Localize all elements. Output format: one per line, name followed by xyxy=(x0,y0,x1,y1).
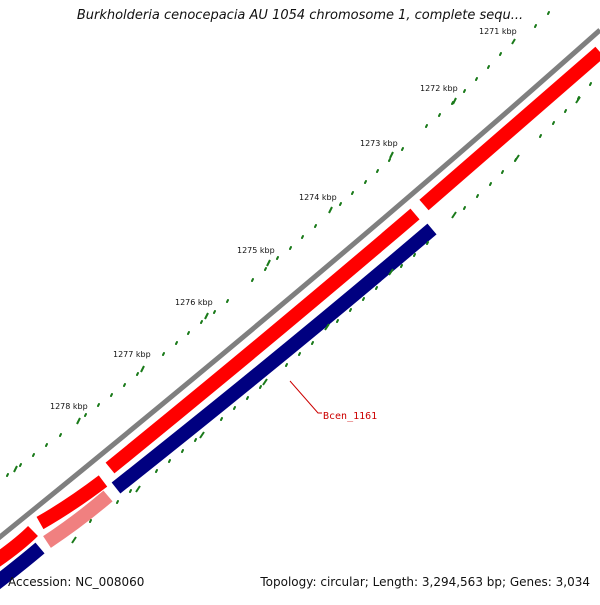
tick-label: 1276 kbp xyxy=(175,298,213,307)
accession-text: Accession: NC_008060 xyxy=(8,575,145,589)
tick-major xyxy=(451,211,457,219)
tick-major xyxy=(389,151,394,159)
genome-summary-text: Topology: circular; Length: 3,294,563 bp… xyxy=(260,575,590,589)
tick-major xyxy=(199,431,205,439)
outer-major-ticks xyxy=(13,38,516,473)
tick-major xyxy=(140,365,145,373)
tick-label: 1273 kbp xyxy=(360,139,398,148)
gene-plus[interactable] xyxy=(105,208,420,474)
tick-labels: 1271 kbp 1272 kbp 1273 kbp 1274 kbp 1275… xyxy=(50,27,517,411)
tick-label: 1278 kbp xyxy=(50,402,88,411)
tick-major xyxy=(575,96,581,104)
tick-label: 1277 kbp xyxy=(113,350,151,359)
minus-strand-track xyxy=(0,223,437,590)
plus-strand-track xyxy=(0,46,600,567)
tick-label: 1271 kbp xyxy=(479,27,517,36)
gene-label-leader xyxy=(289,380,322,414)
tick-major xyxy=(514,154,520,162)
tick-major xyxy=(324,323,330,331)
tick-label: 1275 kbp xyxy=(237,246,275,255)
gene-minus-selected[interactable] xyxy=(43,490,113,548)
tick-major xyxy=(262,378,268,386)
tick-major xyxy=(511,38,516,45)
gene-plus[interactable] xyxy=(419,46,600,211)
outer-tick-marks xyxy=(6,11,550,477)
gene-plus[interactable] xyxy=(0,525,38,567)
tick-major xyxy=(71,536,77,544)
tick-major xyxy=(13,465,18,473)
tick-major xyxy=(135,485,141,493)
tick-label: 1272 kbp xyxy=(420,84,458,93)
tick-label: 1274 kbp xyxy=(299,193,337,202)
gene-plus[interactable] xyxy=(36,475,108,530)
tick-major xyxy=(388,268,394,276)
gene-label-bcen-1161[interactable]: Bcen_1161 xyxy=(323,411,377,422)
tick-major xyxy=(452,97,457,105)
gene-minus[interactable] xyxy=(111,223,437,494)
inner-major-ticks xyxy=(71,96,581,544)
tick-major xyxy=(266,259,271,267)
chromosome-backbone xyxy=(0,28,600,541)
inner-tick-marks xyxy=(89,82,592,523)
tick-major xyxy=(328,206,333,214)
tick-major xyxy=(76,417,81,425)
map-title: Burkholderia cenocepacia AU 1054 chromos… xyxy=(76,8,524,23)
gene-minus[interactable] xyxy=(0,542,45,590)
tick-major xyxy=(204,312,209,320)
